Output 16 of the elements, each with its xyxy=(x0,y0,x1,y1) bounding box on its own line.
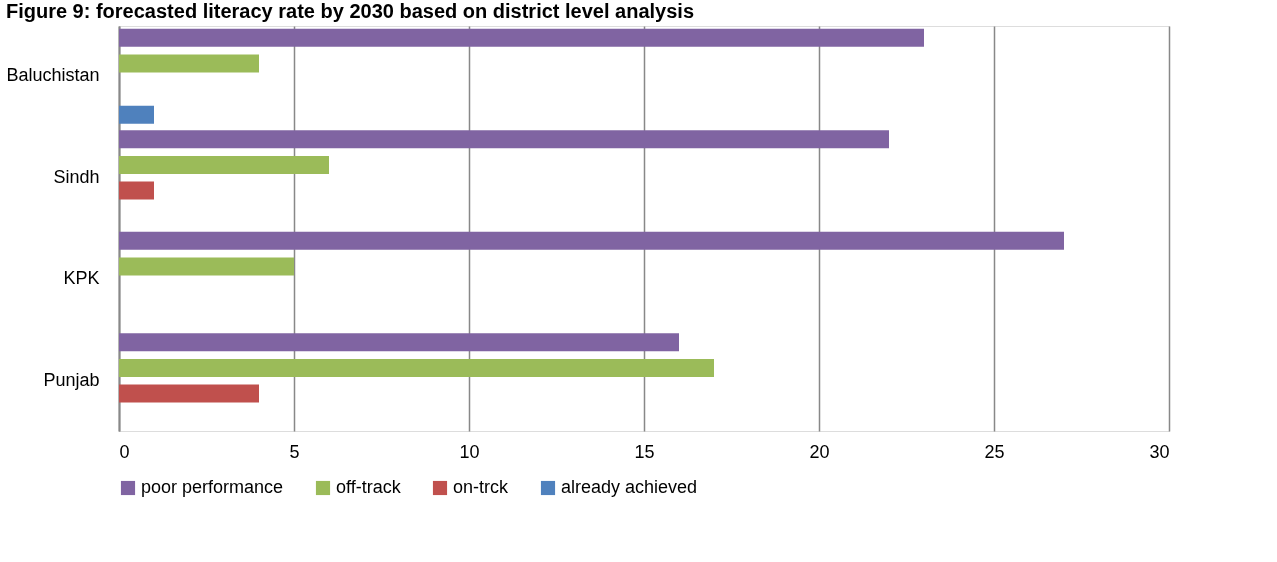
chart-title: Figure 9: forecasted literacy rate by 2030 based on district level analysis xyxy=(5,0,695,22)
legend-label: already achieved xyxy=(561,477,698,497)
y-tick-label: Baluchistan xyxy=(6,65,100,86)
y-tick-label: Punjab xyxy=(43,369,100,390)
x-tick-label: 0 xyxy=(119,441,130,462)
x-tick-label: 25 xyxy=(984,441,1005,462)
legend-label: off-track xyxy=(336,477,402,497)
x-tick-label: 20 xyxy=(809,441,830,462)
legend-label: on-trck xyxy=(453,477,510,497)
y-tick-label: KPK xyxy=(63,268,100,289)
x-tick-label: 30 xyxy=(1149,441,1170,462)
x-tick-label: 5 xyxy=(289,441,300,462)
y-tick-label: Sindh xyxy=(53,166,100,187)
x-tick-label: 15 xyxy=(634,441,655,462)
legend-label: poor performance xyxy=(141,477,284,497)
x-tick-label: 10 xyxy=(459,441,480,462)
